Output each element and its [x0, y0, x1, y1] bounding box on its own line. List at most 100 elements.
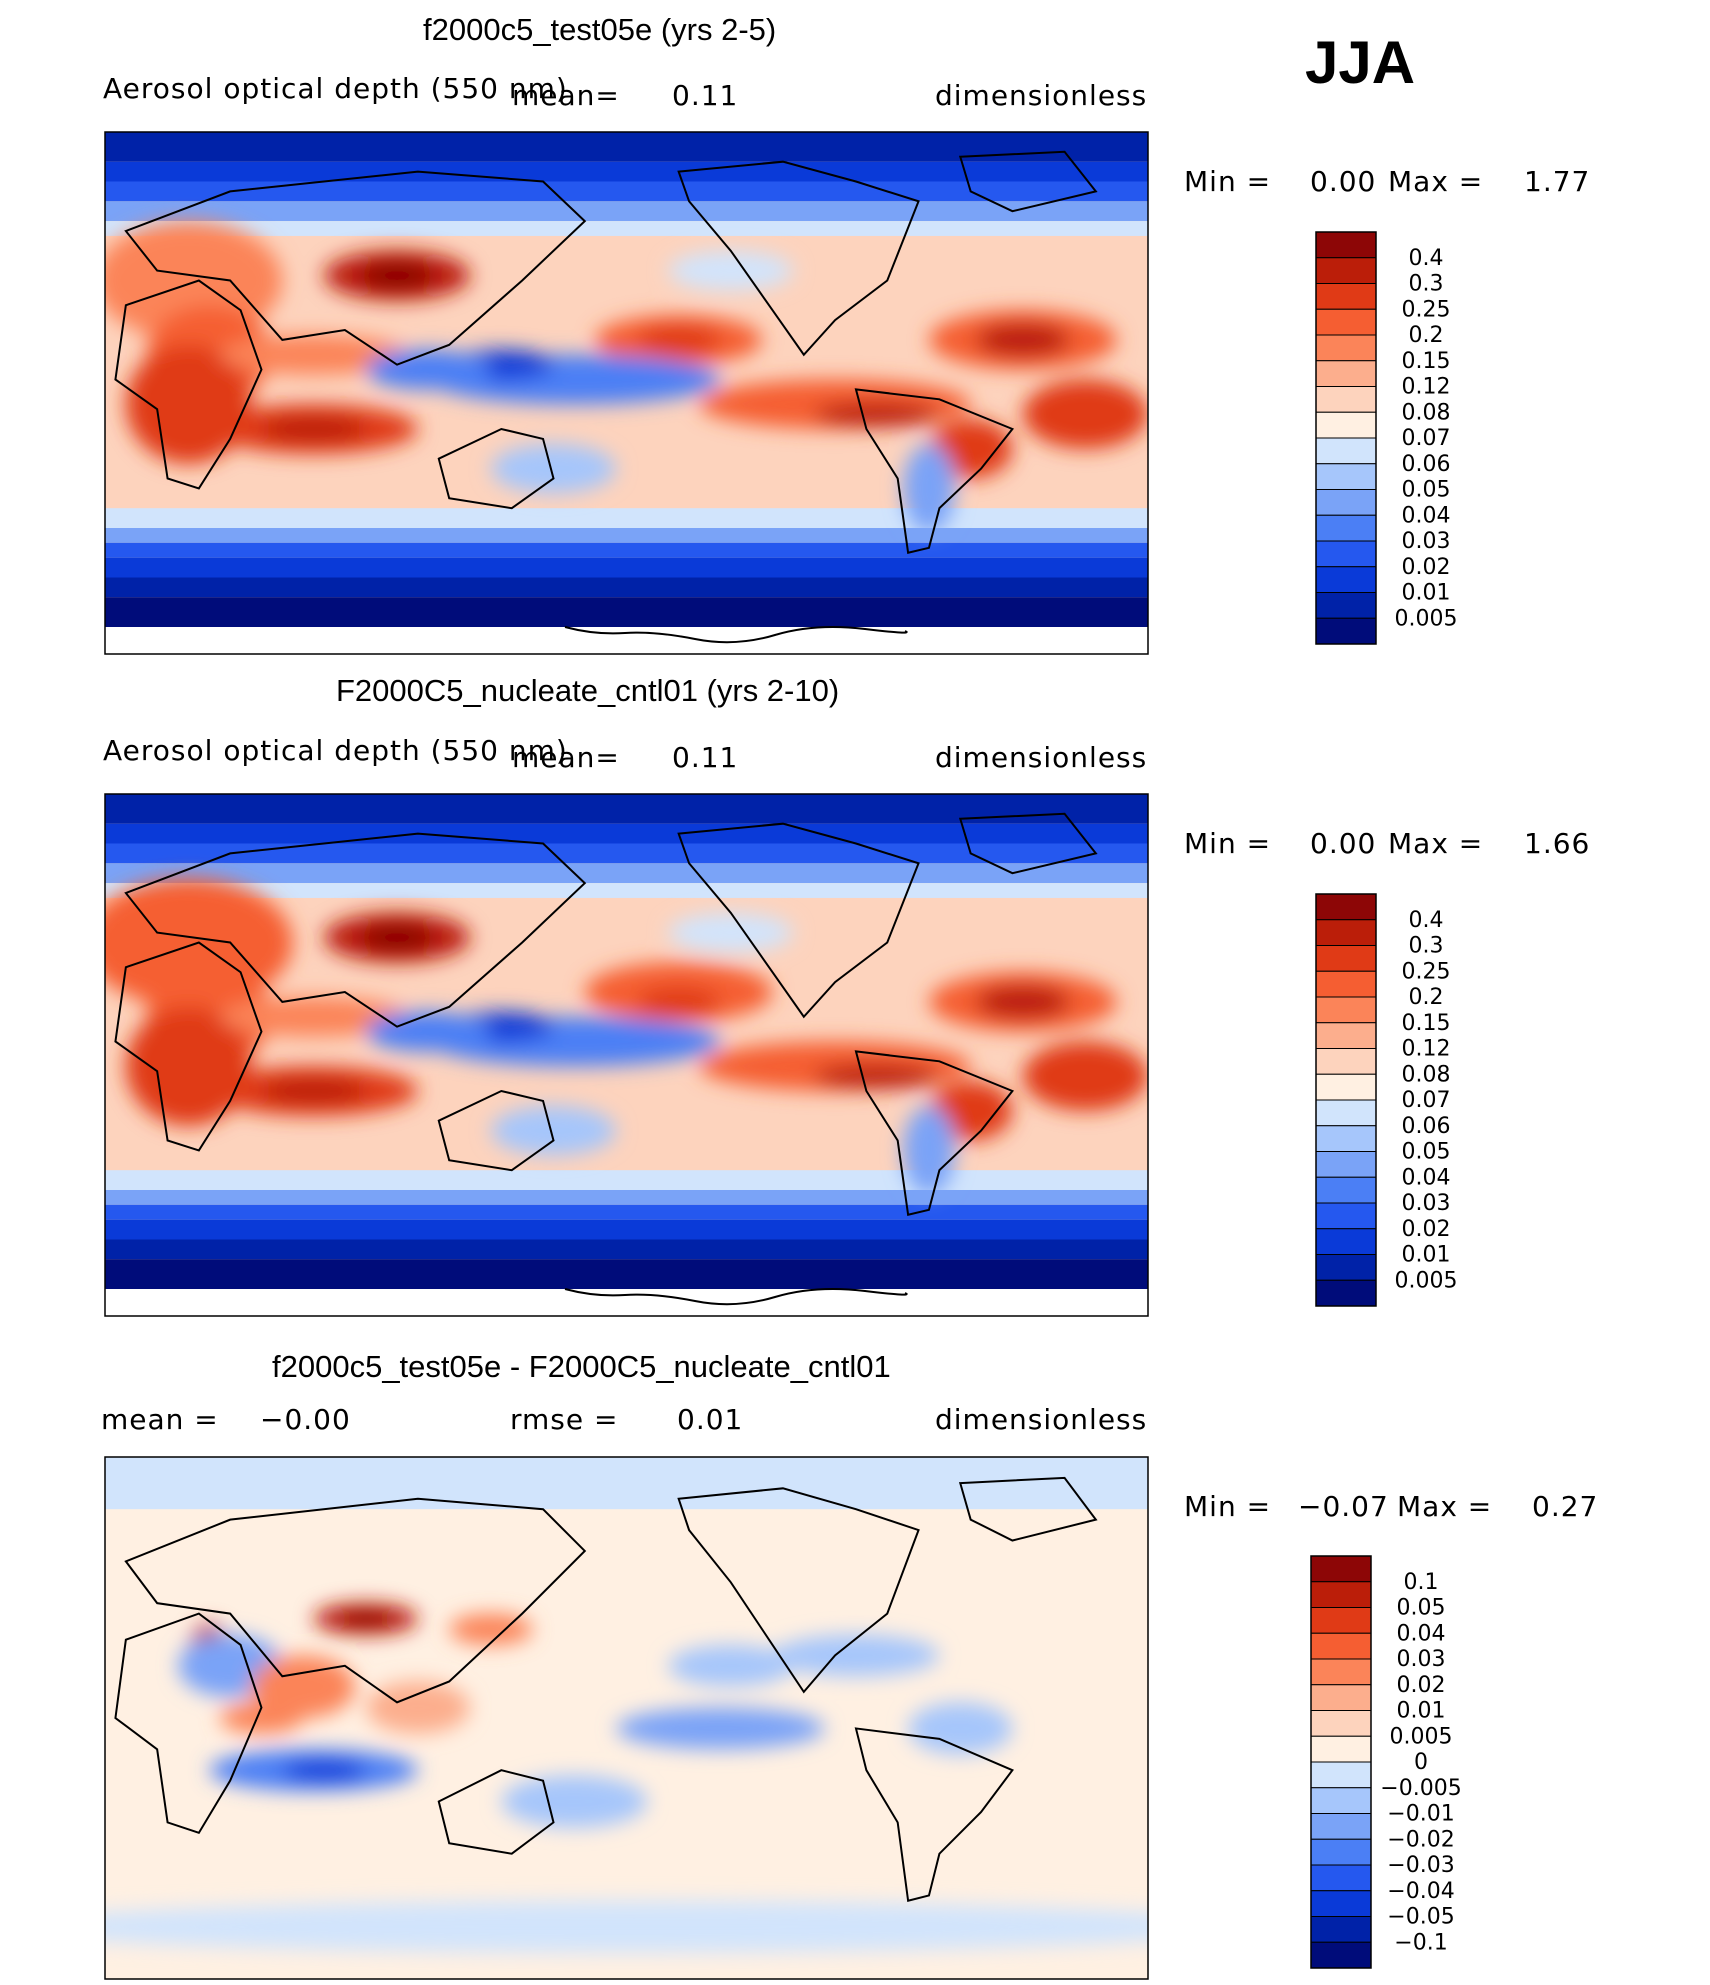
colorbar-tick-label: 0.07 — [1402, 426, 1451, 451]
colorbar-tick-label: 0.4 — [1409, 908, 1444, 933]
colorbar-swatch — [1310, 1761, 1372, 1789]
colorbar-tick-label: −0.02 — [1387, 1827, 1454, 1852]
colorbar-tick-label: −0.04 — [1387, 1879, 1454, 1904]
panel1-max-value: 1.77 — [1524, 165, 1591, 198]
panel2-mean-label: mean= — [512, 741, 620, 774]
panel3-mean-label: mean = — [101, 1403, 219, 1436]
colorbar-tick-label: 0.02 — [1402, 1217, 1451, 1242]
colorbar-tick-label: 0.03 — [1402, 1191, 1451, 1216]
colorbar-swatch — [1315, 514, 1377, 542]
colorbar-tick-label: 0.04 — [1397, 1621, 1446, 1646]
panel1-mean-value: 0.11 — [672, 79, 739, 112]
colorbar-swatch — [1315, 489, 1377, 516]
colorbar-swatch — [1315, 1022, 1377, 1049]
colorbar-swatch — [1315, 463, 1377, 490]
colorbar-swatch — [1315, 1125, 1377, 1152]
colorbar-tick-label: 0.06 — [1402, 1114, 1451, 1139]
colorbar-swatch — [1315, 996, 1377, 1024]
colorbar-swatch — [1310, 1864, 1372, 1892]
panel2-max-label: Max = — [1388, 827, 1484, 860]
colorbar-swatch — [1315, 919, 1377, 946]
colorbar-swatch — [1315, 893, 1377, 921]
panel2-min-value: 0.00 — [1310, 827, 1377, 860]
colorbar-tick-label: 0.005 — [1395, 606, 1458, 631]
map-panel-2 — [104, 793, 1149, 1317]
panel2-units: dimensionless — [935, 741, 1148, 774]
colorbar-tick-label: −0.01 — [1387, 1802, 1454, 1827]
colorbar-tick-label: 0.15 — [1402, 1011, 1451, 1036]
colorbar-tick-label: 0.4 — [1409, 246, 1444, 271]
colorbar-swatch — [1315, 1151, 1377, 1178]
colorbar-swatch — [1315, 360, 1377, 387]
colorbar-tick-label: 0.01 — [1402, 1243, 1451, 1268]
colorbar-swatch — [1310, 1658, 1372, 1686]
colorbar-swatch — [1315, 257, 1377, 284]
panel1-min-label: Min = — [1184, 165, 1272, 198]
colorbar-tick-label: 0.1 — [1404, 1570, 1439, 1595]
colorbar-swatch — [1310, 1813, 1372, 1840]
coastlines-3 — [114, 1476, 1098, 1902]
colorbar-swatch — [1310, 1838, 1372, 1866]
panel3-mean-value: −0.00 — [260, 1403, 351, 1436]
colorbar-tick-label: 0.02 — [1397, 1673, 1446, 1698]
colorbar-swatch — [1310, 1684, 1372, 1711]
colorbar-swatch — [1310, 1916, 1372, 1943]
colorbar-tick-label: −0.05 — [1387, 1905, 1454, 1930]
colorbar-swatch — [1315, 411, 1377, 439]
colorbar-tick-label: 0.06 — [1402, 452, 1451, 477]
colorbar-tick-label: −0.03 — [1387, 1853, 1454, 1878]
colorbar-swatch — [1310, 1890, 1372, 1917]
colorbar-tick-label: −0.1 — [1394, 1930, 1447, 1955]
colorbar-swatch — [1315, 970, 1377, 998]
panel3-max-value: 0.27 — [1532, 1490, 1599, 1523]
colorbar-swatch — [1315, 1176, 1377, 1204]
colorbar-tick-label: 0.15 — [1402, 349, 1451, 374]
panel3-units: dimensionless — [935, 1403, 1148, 1436]
colorbar-1: 0.40.30.250.20.150.120.080.070.060.050.0… — [1315, 231, 1458, 645]
colorbar-swatch — [1310, 1607, 1372, 1634]
panel1-units: dimensionless — [935, 79, 1148, 112]
colorbar-swatch — [1315, 386, 1377, 413]
panel2-min-label: Min = — [1184, 827, 1272, 860]
panel2-mean-value: 0.11 — [672, 741, 739, 774]
colorbar-tick-label: 0.2 — [1409, 985, 1444, 1010]
colorbar-swatch — [1315, 1254, 1377, 1281]
colorbar-tick-label: 0.07 — [1402, 1088, 1451, 1113]
colorbar-tick-label: 0.08 — [1402, 400, 1451, 425]
colorbar-tick-label: 0.04 — [1402, 503, 1451, 528]
colorbar-swatch — [1310, 1710, 1372, 1737]
colorbar-tick-label: −0.005 — [1380, 1776, 1461, 1801]
panel1-max-label: Max = — [1388, 165, 1484, 198]
colorbar-tick-label: 0.25 — [1402, 959, 1451, 984]
colorbar-swatch — [1315, 1048, 1377, 1075]
colorbar-swatch — [1310, 1632, 1372, 1660]
colorbar-swatch — [1315, 592, 1377, 619]
colorbar-swatch — [1315, 1228, 1377, 1255]
panel2-max-value: 1.66 — [1524, 827, 1591, 860]
colorbar-tick-label: 0.005 — [1395, 1268, 1458, 1293]
colorbar-2: 0.40.30.250.20.150.120.080.070.060.050.0… — [1315, 893, 1458, 1307]
colorbar-swatch — [1315, 1279, 1377, 1307]
colorbar-swatch — [1315, 308, 1377, 336]
colorbar-tick-label: 0 — [1414, 1750, 1428, 1775]
panel3-min-label: Min = — [1184, 1490, 1272, 1523]
panel1-title: f2000c5_test05e (yrs 2-5) — [423, 12, 777, 47]
colorbar-swatch — [1310, 1581, 1372, 1608]
colorbar-tick-label: 0.03 — [1397, 1647, 1446, 1672]
colorbar-swatch — [1310, 1555, 1372, 1583]
map-frame-3 — [104, 1456, 1149, 1980]
colorbar-swatch — [1315, 566, 1377, 593]
panel3-max-label: Max = — [1397, 1490, 1493, 1523]
colorbar-swatch — [1315, 437, 1377, 465]
colorbar-swatch — [1315, 231, 1377, 259]
colorbar-swatch — [1315, 540, 1377, 568]
colorbar-tick-label: 0.12 — [1402, 375, 1451, 400]
panel3-rmse-value: 0.01 — [677, 1403, 744, 1436]
colorbar-tick-label: 0.03 — [1402, 529, 1451, 554]
map-frame-2 — [104, 793, 1149, 1317]
panel1-variable: Aerosol optical depth (550 nm) — [103, 72, 568, 105]
colorbar-swatch — [1315, 945, 1377, 972]
colorbar-tick-label: 0.05 — [1402, 1140, 1451, 1165]
colorbar-tick-label: 0.005 — [1390, 1724, 1453, 1749]
